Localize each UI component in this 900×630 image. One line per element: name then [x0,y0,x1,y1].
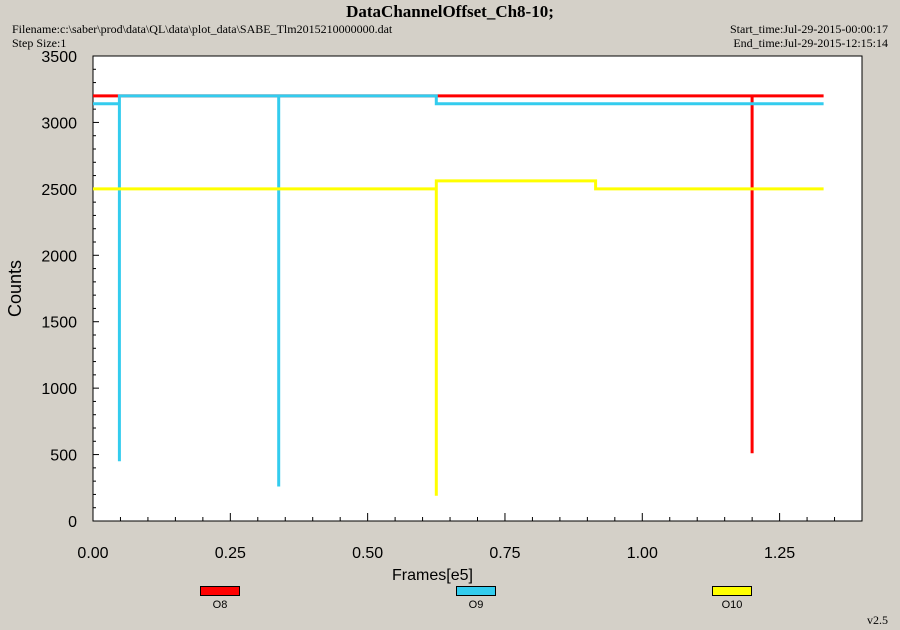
step-size-label: Step Size:1 [12,36,67,50]
version-label: v2.5 [867,613,888,627]
x-tick-label: 0.50 [352,545,383,562]
filename-label: Filename:c:\saber\prod\data\QL\data\plot… [12,22,393,36]
y-tick-label: 2000 [41,248,77,265]
chart-title: DataChannelOffset_Ch8-10; [346,2,554,21]
legend-item-o9: O9 [436,586,516,611]
y-tick-label: 2500 [41,182,77,199]
x-tick-label: 0.00 [77,545,108,562]
legend-label: O10 [721,599,743,611]
y-axis-label: Counts [5,260,25,317]
legend-item-o10: O10 [692,586,772,611]
legend-swatch [456,586,496,596]
y-tick-label: 1000 [41,381,77,398]
y-tick-label: 0 [68,514,77,531]
end-time-label: End_time:Jul-29-2015-12:15:14 [733,36,888,50]
x-axis-label: Frames[e5] [392,567,473,584]
legend-swatch [200,586,240,596]
series-line-o9 [93,94,824,487]
y-tick-label: 3000 [41,115,77,132]
start-time-label: Start_time:Jul-29-2015-00:00:17 [730,22,888,36]
series-line-o10 [93,179,824,496]
plot-area [92,55,863,522]
x-tick-label: 1.00 [627,545,658,562]
legend-label: O8 [212,599,228,611]
legend-label: O9 [468,599,484,611]
y-tick-label: 3500 [41,49,77,66]
series-line-o8 [93,94,824,454]
x-tick-label: 0.25 [215,545,246,562]
y-tick-label: 500 [50,448,77,465]
legend-swatch [712,586,752,596]
y-tick-label: 1500 [41,315,77,332]
legend-item-o8: O8 [180,586,260,611]
x-tick-label: 0.75 [489,545,520,562]
x-tick-label: 1.25 [764,545,795,562]
